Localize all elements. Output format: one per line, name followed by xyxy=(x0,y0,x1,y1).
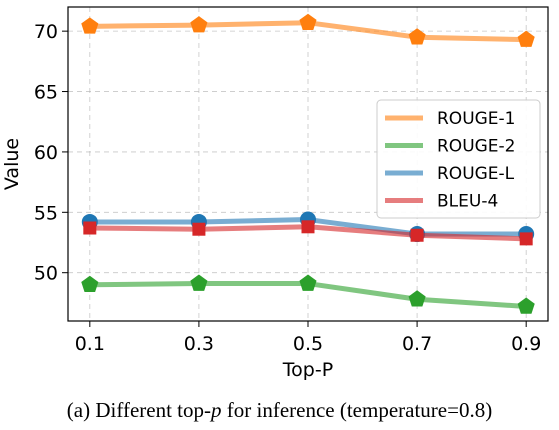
legend-label: ROUGE-1 xyxy=(437,109,516,129)
y-tick-label: 70 xyxy=(34,21,58,43)
data-point-rouge-2 xyxy=(81,275,99,293)
data-point-bleu-4 xyxy=(192,222,206,236)
y-tick-label: 60 xyxy=(34,142,58,164)
data-point-rouge-2 xyxy=(408,290,426,307)
data-point-rouge-2 xyxy=(517,297,535,314)
legend-label: ROUGE-L xyxy=(437,164,515,184)
series-rouge-1 xyxy=(81,13,535,47)
caption-suffix: for inference (temperature=0.8) xyxy=(221,398,493,422)
caption-symbol: p xyxy=(211,398,222,422)
x-tick-label: 0.3 xyxy=(184,333,214,355)
series-layer xyxy=(81,13,535,314)
data-point-bleu-4 xyxy=(83,221,97,235)
legend-box xyxy=(376,99,541,219)
x-tick-label: 0.1 xyxy=(75,333,105,355)
data-point-rouge-1 xyxy=(299,13,317,30)
figure-caption: (a) Different top-p for inference (tempe… xyxy=(0,390,559,430)
caption-prefix: (a) Different top- xyxy=(66,398,211,422)
y-axis-label: Value xyxy=(1,138,23,190)
data-point-bleu-4 xyxy=(410,228,424,242)
data-point-rouge-1 xyxy=(81,17,99,34)
series-rouge-2 xyxy=(81,274,535,314)
y-tick-label: 50 xyxy=(34,263,58,285)
x-axis-label: Top-P xyxy=(282,359,333,381)
series-bleu-4 xyxy=(83,220,533,246)
axis-ticks: 0.1 0.3 0.5 0.7 0.9 50 55 60 65 70 xyxy=(34,21,541,355)
data-point-bleu-4 xyxy=(301,220,315,234)
data-point-rouge-2 xyxy=(299,274,317,291)
data-point-bleu-4 xyxy=(519,232,533,246)
legend-label: ROUGE-2 xyxy=(437,137,516,157)
data-point-rouge-1 xyxy=(408,28,426,45)
legend-label: BLEU-4 xyxy=(437,192,498,212)
data-point-rouge-1 xyxy=(517,30,535,47)
x-tick-label: 0.5 xyxy=(293,333,323,355)
legend: ROUGE-1 ROUGE-2 ROUGE-L BLEU-4 xyxy=(376,99,541,219)
data-point-rouge-1 xyxy=(190,16,208,33)
x-tick-label: 0.9 xyxy=(511,333,541,355)
chart: 0.1 0.3 0.5 0.7 0.9 50 55 60 65 70 Top-P Value RO… xyxy=(1,6,549,381)
y-tick-label: 65 xyxy=(34,82,58,104)
x-tick-label: 0.7 xyxy=(402,333,432,355)
data-point-rouge-2 xyxy=(190,274,208,291)
y-tick-label: 55 xyxy=(34,202,58,224)
